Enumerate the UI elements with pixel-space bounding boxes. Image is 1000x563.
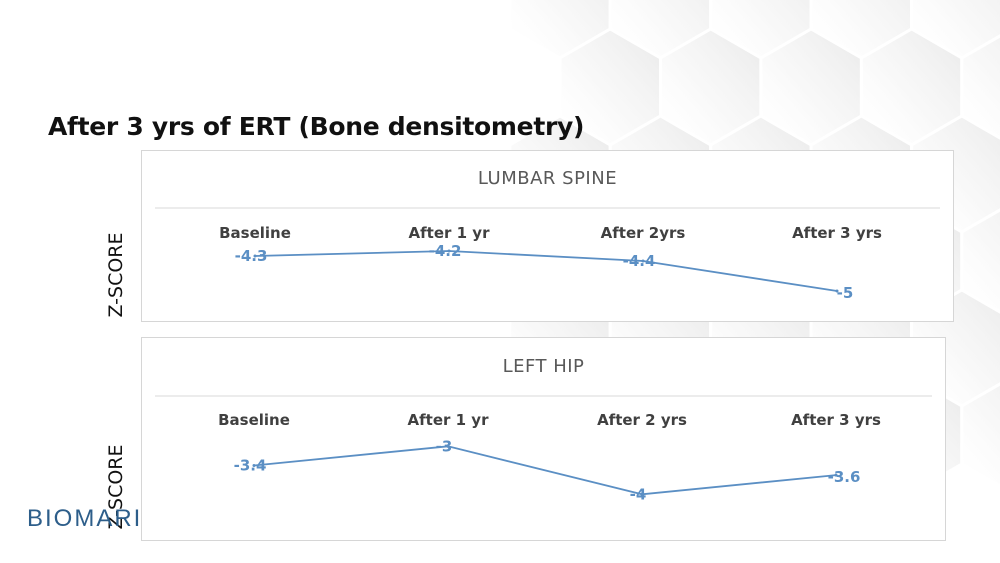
- data-point: [253, 254, 257, 258]
- data-label: -4.4: [623, 252, 656, 270]
- data-point: [252, 464, 256, 467]
- category-label: After 2yrs: [601, 224, 686, 242]
- data-label: -3.6: [828, 468, 861, 486]
- data-point: [641, 259, 645, 263]
- category-label: Baseline: [219, 224, 291, 242]
- category-label: Baseline: [218, 411, 290, 429]
- data-label: -3.4: [234, 457, 267, 475]
- category-label: After 3 yrs: [792, 224, 882, 242]
- data-point: [835, 289, 839, 293]
- chart-title: LEFT HIP: [503, 356, 585, 377]
- biomari-logo: BIOMARI: [27, 505, 143, 532]
- data-point: [446, 444, 450, 448]
- hexagon-shape: [960, 382, 1000, 488]
- series-line: [253, 445, 837, 496]
- lumbar-spine-chart: LUMBAR SPINE Baseline After 1 yr After 2yrs…: [141, 150, 954, 322]
- chart-title: LUMBAR SPINE: [478, 168, 617, 189]
- lumbar-spine-plot: LUMBAR SPINE Baseline After 1 yr After 2yrs…: [155, 168, 940, 302]
- left-hip-chart: LEFT HIP Baseline After 1 yr After 2 yrs Aft…: [141, 337, 946, 541]
- data-label: -4.3: [235, 247, 268, 265]
- category-label: After 2 yrs: [597, 411, 687, 429]
- category-label: After 1 yr: [408, 411, 490, 429]
- data-label: -4: [630, 485, 647, 503]
- category-label: After 3 yrs: [791, 411, 881, 429]
- left-hip-plot: LEFT HIP Baseline After 1 yr After 2 yrs Aft…: [155, 356, 932, 503]
- category-label: After 1 yr: [409, 224, 491, 242]
- data-point: [447, 249, 451, 253]
- data-label: -3: [436, 437, 453, 455]
- data-label: -4.2: [429, 242, 462, 260]
- data-point: [640, 492, 644, 496]
- series-line: [254, 250, 838, 292]
- data-point: [834, 473, 838, 477]
- data-label: -5: [837, 284, 854, 302]
- slide-title: After 3 yrs of ERT (Bone densitometry): [48, 112, 585, 141]
- y-axis-label-lumbar: Z-SCORE: [105, 232, 127, 318]
